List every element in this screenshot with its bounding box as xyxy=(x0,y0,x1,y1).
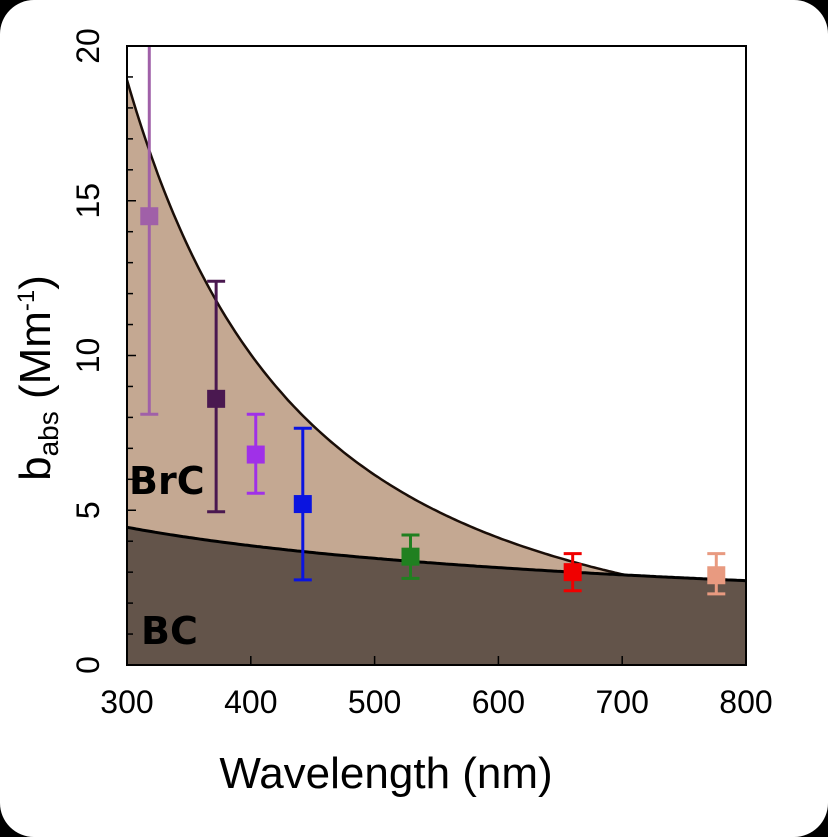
y-tick-label: 5 xyxy=(70,501,106,519)
y-axis-title-base: b xyxy=(11,456,60,480)
data-point-0 xyxy=(140,46,159,416)
x-tick-labels: 300 400 500 600 700 800 xyxy=(100,684,772,720)
data-points xyxy=(140,46,726,596)
y-axis-title-sup: -1 xyxy=(13,290,40,311)
y-tick-label: 10 xyxy=(70,338,106,374)
x-axis-title: Wavelength (nm) xyxy=(219,749,552,798)
bc-absorption-line xyxy=(127,525,746,583)
point-marker xyxy=(207,389,226,408)
x-tick-label: 400 xyxy=(224,684,277,720)
point-marker xyxy=(401,547,420,566)
axis-ticks xyxy=(126,45,747,666)
data-point-1 xyxy=(207,279,226,514)
region-label-bc: BC xyxy=(141,609,198,653)
brc-area xyxy=(127,80,746,665)
point-marker xyxy=(293,495,312,514)
point-marker xyxy=(563,563,582,582)
y-tick-label: 20 xyxy=(70,28,106,64)
data-point-2 xyxy=(246,412,265,495)
x-tick-label: 500 xyxy=(348,684,401,720)
point-marker xyxy=(140,207,159,226)
y-tick-labels: 0 5 10 15 20 xyxy=(70,28,106,674)
x-tick-label: 600 xyxy=(472,684,525,720)
x-tick-label: 300 xyxy=(100,684,153,720)
y-axis-title-close: ) xyxy=(11,275,60,290)
point-marker xyxy=(707,566,726,585)
point-marker xyxy=(246,445,265,464)
data-point-4 xyxy=(401,533,420,580)
y-tick-label: 0 xyxy=(70,656,106,674)
data-point-5 xyxy=(563,552,582,593)
bc-area xyxy=(127,527,746,665)
data-point-6 xyxy=(707,552,726,596)
y-tick-label: 15 xyxy=(70,183,106,219)
x-tick-label: 800 xyxy=(719,684,772,720)
y-axis-title: babs (Mm-1) xyxy=(11,275,64,481)
x-tick-label: 700 xyxy=(596,684,649,720)
y-axis-title-sub: abs xyxy=(33,411,64,456)
data-point-3 xyxy=(293,426,312,582)
y-axis-title-unit: (Mm xyxy=(11,311,60,411)
region-label-brc: BrC xyxy=(129,459,205,503)
